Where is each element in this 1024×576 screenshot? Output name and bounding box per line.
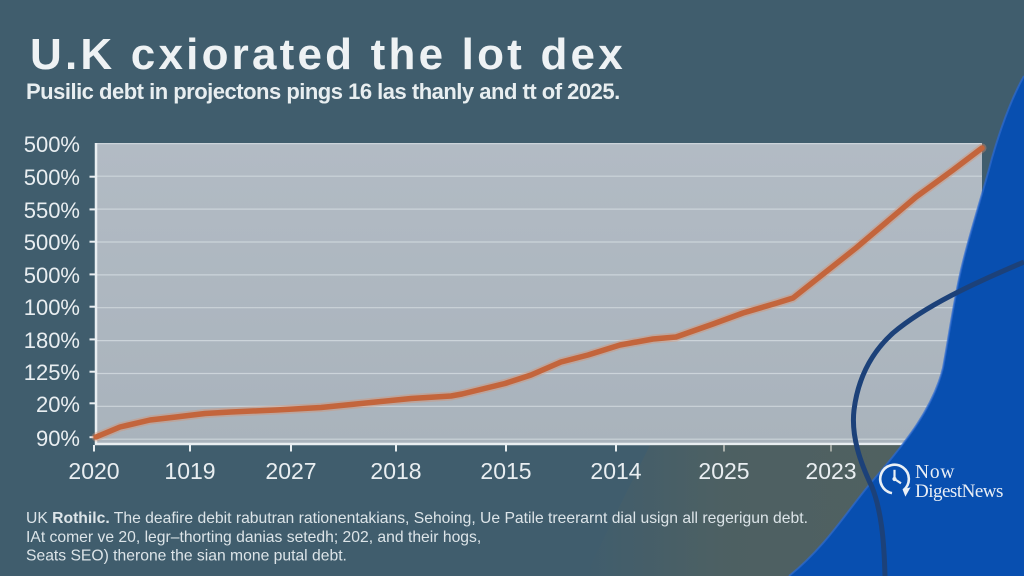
svg-text:UK Rothilc. The deafire debit: UK Rothilc. The deafire debit rabutran r… — [26, 510, 808, 527]
svg-text:500%: 500% — [24, 132, 80, 157]
svg-text:20%: 20% — [36, 392, 80, 417]
svg-text:Seats SEO) therone the sian mo: Seats SEO) therone the sian mone putal d… — [26, 548, 347, 565]
svg-text:2014: 2014 — [590, 458, 641, 484]
svg-text:90%: 90% — [36, 426, 80, 451]
svg-text:550%: 550% — [24, 198, 80, 223]
svg-text:2025: 2025 — [698, 458, 749, 484]
svg-text:Now: Now — [915, 462, 955, 483]
svg-text:180%: 180% — [24, 328, 80, 353]
svg-text:DigestNews: DigestNews — [915, 481, 1003, 502]
svg-text:U.K cxiorated the lot dex: U.K cxiorated the lot dex — [30, 30, 626, 79]
svg-text:IAt comer ve 20, legr–thorting: IAt comer ve 20, legr–thorting danias se… — [26, 529, 481, 546]
svg-text:2018: 2018 — [370, 458, 421, 484]
svg-text:2027: 2027 — [265, 458, 316, 484]
svg-text:500%: 500% — [24, 165, 80, 190]
svg-text:500%: 500% — [24, 230, 80, 255]
svg-text:2015: 2015 — [480, 458, 531, 484]
svg-text:Pusilic debt in projectons pin: Pusilic debt in projectons pings 16 las … — [26, 79, 620, 104]
svg-text:1019: 1019 — [164, 458, 215, 484]
svg-text:125%: 125% — [24, 360, 80, 385]
svg-text:100%: 100% — [24, 295, 80, 320]
svg-text:2023: 2023 — [805, 458, 856, 484]
svg-text:500%: 500% — [24, 263, 80, 288]
svg-text:2020: 2020 — [68, 458, 119, 484]
